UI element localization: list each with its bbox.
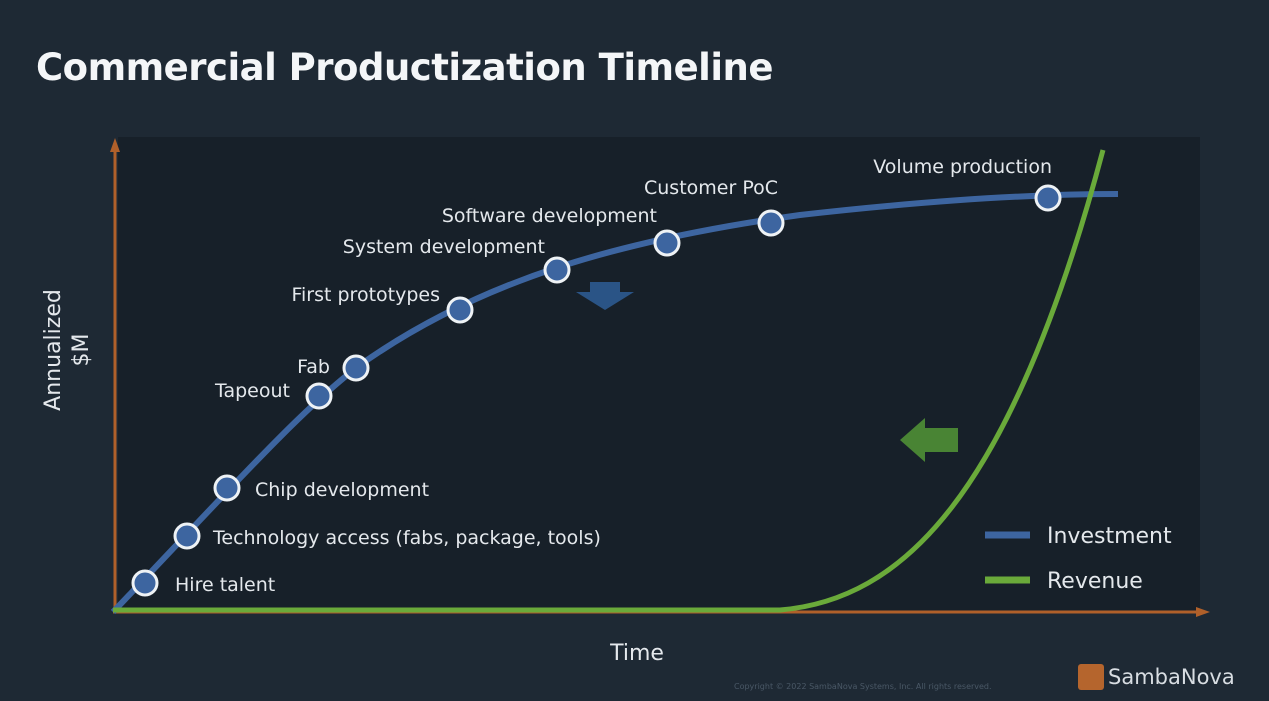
milestone-label: Hire talent bbox=[175, 574, 275, 596]
revenue-line bbox=[113, 149, 1106, 613]
milestone-marker bbox=[446, 296, 474, 324]
milestone-label: Fab bbox=[297, 356, 330, 378]
milestone-label: Tapeout bbox=[214, 380, 290, 402]
milestone-marker bbox=[213, 474, 241, 502]
decrease-arrow-icon bbox=[576, 282, 634, 310]
milestone-marker bbox=[305, 382, 333, 410]
milestone-marker bbox=[757, 209, 785, 237]
sambanova-logo: SambaNova bbox=[1078, 664, 1235, 690]
milestone-label: Customer PoC bbox=[644, 177, 778, 199]
milestone-marker bbox=[173, 522, 201, 550]
copyright: Copyright © 2022 SambaNova Systems, Inc.… bbox=[734, 682, 992, 691]
milestone-marker bbox=[131, 569, 159, 597]
legend-label-revenue: Revenue bbox=[1047, 569, 1143, 594]
milestone-label: Volume production bbox=[873, 156, 1052, 178]
shift-left-arrow-icon bbox=[900, 418, 958, 462]
milestone-label: Chip development bbox=[255, 479, 429, 501]
logo-mark-icon bbox=[1078, 664, 1104, 690]
milestone-label: Software development bbox=[442, 205, 657, 227]
x-axis-label: Time bbox=[609, 641, 664, 666]
milestone-marker bbox=[1034, 184, 1062, 212]
x-axis-arrow-icon bbox=[1196, 607, 1210, 617]
milestone-marker bbox=[543, 256, 571, 284]
y-axis-arrow-icon bbox=[110, 138, 120, 152]
milestone-label: System development bbox=[343, 236, 545, 258]
milestone-marker bbox=[653, 229, 681, 257]
logo-text: SambaNova bbox=[1108, 665, 1235, 689]
y-axis-label: Annualized $M bbox=[41, 289, 94, 411]
milestone-label: Technology access (fabs, package, tools) bbox=[212, 527, 601, 549]
legend-label-investment: Investment bbox=[1047, 524, 1172, 549]
milestone-label: First prototypes bbox=[291, 284, 440, 306]
slide-title: Commercial Productization Timeline bbox=[36, 46, 773, 89]
milestone-marker bbox=[342, 354, 370, 382]
